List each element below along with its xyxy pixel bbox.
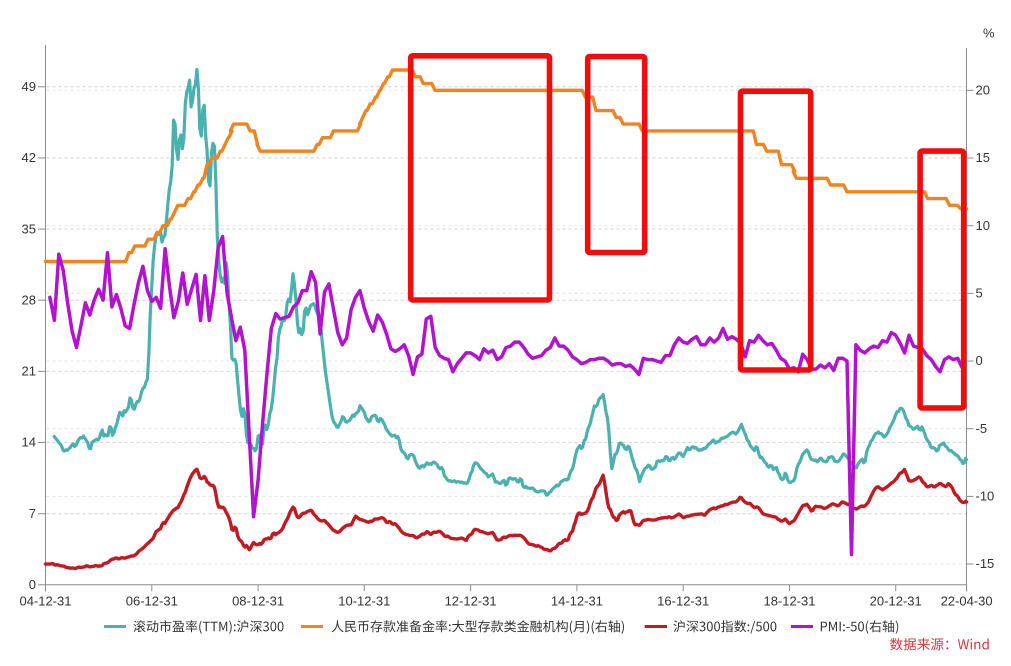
svg-text:0: 0 [29, 577, 36, 592]
svg-text:08-12-31: 08-12-31 [232, 594, 284, 609]
svg-text:5: 5 [976, 286, 983, 301]
svg-text:15: 15 [976, 150, 990, 165]
svg-text:%: % [983, 26, 995, 41]
svg-text:28: 28 [22, 292, 36, 307]
svg-text:14-12-31: 14-12-31 [551, 594, 603, 609]
svg-text:0: 0 [976, 353, 983, 368]
svg-text:35: 35 [22, 221, 36, 236]
svg-text:-10: -10 [976, 489, 995, 504]
svg-text:22-04-30: 22-04-30 [941, 594, 993, 609]
svg-text:7: 7 [29, 506, 36, 521]
svg-text:04-12-31: 04-12-31 [19, 594, 71, 609]
svg-text:06-12-31: 06-12-31 [126, 594, 178, 609]
svg-text:21: 21 [22, 364, 36, 379]
svg-text:10-12-31: 10-12-31 [338, 594, 390, 609]
svg-text:12-12-31: 12-12-31 [445, 594, 497, 609]
svg-text:20-12-31: 20-12-31 [870, 594, 922, 609]
svg-text:14: 14 [22, 435, 36, 450]
svg-text:49: 49 [22, 79, 36, 94]
svg-text:20: 20 [976, 83, 990, 98]
svg-text:42: 42 [22, 150, 36, 165]
svg-text:-5: -5 [976, 421, 988, 436]
svg-text:18-12-31: 18-12-31 [763, 594, 815, 609]
svg-text:-15: -15 [976, 556, 995, 571]
svg-text:10: 10 [976, 218, 990, 233]
svg-text:16-12-31: 16-12-31 [657, 594, 709, 609]
